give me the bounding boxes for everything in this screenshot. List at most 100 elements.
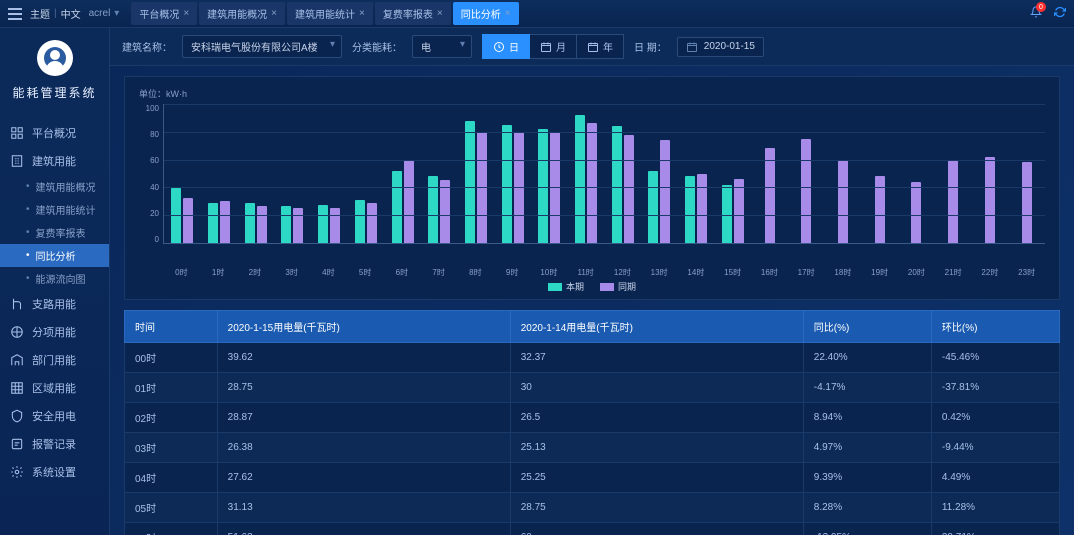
- sidebar-item-8[interactable]: 系统设置: [0, 458, 109, 486]
- bar-a-7[interactable]: [428, 176, 438, 243]
- bar-b-20[interactable]: [911, 182, 921, 243]
- bar-b-21[interactable]: [948, 160, 958, 243]
- bar-a-11[interactable]: [575, 115, 585, 243]
- table-header: 环比(%): [931, 311, 1059, 343]
- building-icon: [10, 154, 24, 168]
- table-row: 05时31.1328.758.28%11.28%: [125, 493, 1060, 523]
- sidebar-item-1[interactable]: 建筑用能: [0, 147, 109, 175]
- period-year-button[interactable]: 年: [577, 34, 624, 59]
- sidebar-item-2[interactable]: 支路用能: [0, 290, 109, 318]
- tab-3[interactable]: 复费率报表×: [375, 2, 451, 25]
- chart-panel: 单位：kW·h 100806040200 0时1时2时3时4时5时6时7时8时9…: [124, 76, 1060, 300]
- bar-b-19[interactable]: [875, 176, 885, 243]
- tab-1[interactable]: 建筑用能概况×: [199, 2, 285, 25]
- tab-close-icon[interactable]: ×: [183, 8, 189, 19]
- bar-a-13[interactable]: [648, 171, 658, 243]
- tab-close-icon[interactable]: ×: [437, 8, 443, 19]
- brand-dropdown-icon[interactable]: ▾: [114, 8, 119, 19]
- safety-icon: [10, 409, 24, 423]
- bar-b-5[interactable]: [367, 203, 377, 243]
- date-input[interactable]: 2020-01-15: [677, 37, 764, 57]
- sidebar-item-7[interactable]: 报警记录: [0, 430, 109, 458]
- sidebar-subitem-1-3[interactable]: 同比分析: [0, 244, 109, 267]
- bar-b-0[interactable]: [183, 198, 193, 243]
- table-header: 同比(%): [803, 311, 931, 343]
- tab-close-icon[interactable]: ×: [505, 8, 511, 19]
- bar-b-12[interactable]: [624, 135, 634, 243]
- system-title: 能耗管理系统: [0, 84, 109, 101]
- bar-b-17[interactable]: [801, 139, 811, 243]
- bar-a-8[interactable]: [465, 121, 475, 243]
- legend-series-a[interactable]: 本期: [548, 280, 584, 293]
- bar-b-6[interactable]: [404, 160, 414, 243]
- bar-b-18[interactable]: [838, 160, 848, 243]
- menu-toggle[interactable]: [8, 8, 22, 20]
- dept-icon: [10, 353, 24, 367]
- bar-a-4[interactable]: [318, 205, 328, 243]
- sidebar-item-3[interactable]: 分项用能: [0, 318, 109, 346]
- sidebar-subitem-1-4[interactable]: 能源流向图: [0, 267, 109, 290]
- branch-icon: [10, 297, 24, 311]
- bar-b-15[interactable]: [734, 179, 744, 243]
- period-day-button[interactable]: 日: [482, 34, 530, 59]
- tab-2[interactable]: 建筑用能统计×: [287, 2, 373, 25]
- tab-close-icon[interactable]: ×: [359, 8, 365, 19]
- dashboard-icon: [10, 126, 24, 140]
- avatar: [37, 40, 73, 76]
- table-header: 时间: [125, 311, 218, 343]
- category-select[interactable]: 电: [412, 35, 472, 58]
- lang-label[interactable]: 中文: [61, 6, 81, 21]
- date-label: 日 期：: [634, 39, 667, 54]
- period-month-button[interactable]: 月: [530, 34, 577, 59]
- bar-b-3[interactable]: [293, 208, 303, 243]
- bar-a-14[interactable]: [685, 176, 695, 243]
- bar-a-12[interactable]: [612, 126, 622, 243]
- sidebar-subitem-1-0[interactable]: 建筑用能概况: [0, 175, 109, 198]
- sidebar-item-6[interactable]: 安全用电: [0, 402, 109, 430]
- data-table: 时间2020-1-15用电量(千瓦时)2020-1-14用电量(千瓦时)同比(%…: [124, 310, 1060, 535]
- bar-b-23[interactable]: [1022, 162, 1032, 243]
- sidebar-subitem-1-1[interactable]: 建筑用能统计: [0, 198, 109, 221]
- bar-a-3[interactable]: [281, 206, 291, 243]
- bar-a-5[interactable]: [355, 200, 365, 243]
- category-label: 分类能耗：: [352, 39, 402, 54]
- bar-b-1[interactable]: [220, 201, 230, 243]
- separator: |: [54, 8, 57, 19]
- table-row: 00时39.6232.3722.40%-45.46%: [125, 343, 1060, 373]
- bar-b-22[interactable]: [985, 157, 995, 243]
- tab-close-icon[interactable]: ×: [271, 8, 277, 19]
- bar-a-6[interactable]: [392, 171, 402, 243]
- bar-b-11[interactable]: [587, 123, 597, 243]
- bar-a-1[interactable]: [208, 203, 218, 243]
- bar-b-16[interactable]: [765, 148, 775, 243]
- sidebar-item-4[interactable]: 部门用能: [0, 346, 109, 374]
- sidebar-item-5[interactable]: 区域用能: [0, 374, 109, 402]
- building-select[interactable]: 安科瑞电气股份有限公司A楼: [182, 35, 342, 58]
- bar-b-14[interactable]: [697, 174, 707, 244]
- chart-unit: 单位：kW·h: [139, 87, 1045, 100]
- bar-a-15[interactable]: [722, 185, 732, 243]
- bar-b-2[interactable]: [257, 206, 267, 243]
- bar-a-9[interactable]: [502, 125, 512, 243]
- notification-badge: 0: [1036, 2, 1046, 12]
- sidebar-subitem-1-2[interactable]: 复费率报表: [0, 221, 109, 244]
- bar-b-13[interactable]: [660, 140, 670, 243]
- legend-series-b[interactable]: 同期: [600, 280, 636, 293]
- bar-b-7[interactable]: [440, 180, 450, 243]
- building-label: 建筑名称：: [122, 39, 172, 54]
- refresh-icon[interactable]: [1054, 6, 1066, 21]
- bar-a-2[interactable]: [245, 203, 255, 243]
- items-icon: [10, 325, 24, 339]
- tab-4[interactable]: 同比分析×: [453, 2, 519, 25]
- tab-0[interactable]: 平台概况×: [131, 2, 197, 25]
- settings-icon: [10, 465, 24, 479]
- table-row: 04时27.6225.259.39%4.49%: [125, 463, 1060, 493]
- bar-b-4[interactable]: [330, 208, 340, 243]
- table-row: 01时28.7530-4.17%-37.81%: [125, 373, 1060, 403]
- bar-a-10[interactable]: [538, 129, 548, 243]
- sidebar-item-0[interactable]: 平台概况: [0, 119, 109, 147]
- region-icon: [10, 381, 24, 395]
- notification-bell[interactable]: 0: [1030, 6, 1042, 21]
- table-header: 2020-1-15用电量(千瓦时): [217, 311, 510, 343]
- table-header: 2020-1-14用电量(千瓦时): [510, 311, 803, 343]
